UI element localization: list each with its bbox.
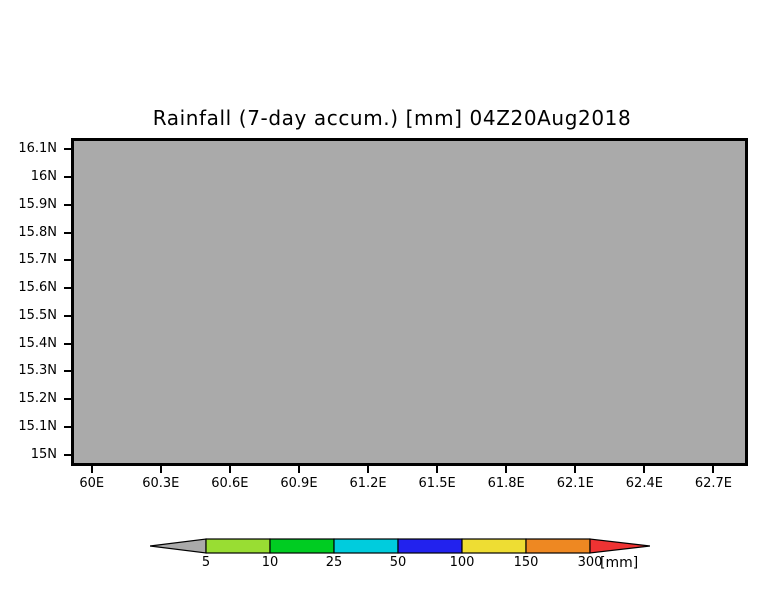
y-axis-tick-label: 15.1N — [18, 419, 57, 435]
y-axis-labels: 16.1N 16N 15.9N 15.8N 15.7N 15.6N 15.5N 15.4N 15… — [0, 138, 57, 466]
colorbar-segment — [205, 538, 271, 554]
y-axis-tick-label: 16.1N — [18, 141, 57, 157]
colorbar-tick-label: 10 — [261, 555, 279, 570]
x-axis-tick-label: 60.6E — [211, 476, 249, 491]
colorbar-under-arrow — [150, 538, 207, 554]
y-axis-tick-label: 15.4N — [18, 335, 57, 351]
colorbar-segment — [461, 538, 527, 554]
y-axis-tick-label: 15.5N — [18, 307, 57, 323]
x-axis-tick-mark — [712, 466, 715, 473]
colorbar-swatches — [150, 538, 650, 554]
colorbar-tick-label: 5 — [201, 555, 211, 570]
colorbar-segment — [269, 538, 335, 554]
x-axis-tick-label: 60.9E — [280, 476, 318, 491]
x-axis-tick-mark — [90, 466, 93, 473]
x-axis-tick-mark — [297, 466, 300, 473]
colorbar-units-label: [mm] — [600, 555, 639, 571]
x-axis-tick-label: 61.2E — [349, 476, 387, 491]
y-axis-tick-label: 15.7N — [18, 252, 57, 268]
colorbar-segment — [397, 538, 463, 554]
x-axis-tick-mark — [505, 466, 508, 473]
y-axis-tick-mark — [64, 453, 71, 456]
y-axis-tick-mark — [64, 203, 71, 206]
x-axis-labels: 60E 60.3E 60.6E 60.9E 61.2E 61.5E 61.8E 62.1E 62… — [71, 477, 748, 495]
y-axis-tick-mark — [64, 426, 71, 429]
x-axis-tick-mark — [159, 466, 162, 473]
y-axis-tick-label: 15.8N — [18, 224, 57, 240]
y-axis-tick-mark — [64, 259, 71, 262]
y-axis-tick-mark — [64, 398, 71, 401]
colorbar-tick-label: 50 — [389, 555, 407, 570]
map-data-canvas — [74, 141, 745, 463]
colorbar-tick-label: 300 — [577, 555, 603, 570]
x-axis-tick-mark — [574, 466, 577, 473]
colorbar-segment — [333, 538, 399, 554]
y-axis-ticks — [64, 138, 71, 466]
colorbar-segment — [525, 538, 591, 554]
x-axis-tick-mark — [367, 466, 370, 473]
colorbar-tick-label: 25 — [325, 555, 343, 570]
x-axis-tick-label: 61.8E — [487, 476, 525, 491]
y-axis-tick-label: 15.3N — [18, 363, 57, 379]
y-axis-tick-mark — [64, 342, 71, 345]
y-axis-tick-mark — [64, 175, 71, 178]
x-axis-tick-label: 61.5E — [418, 476, 456, 491]
y-axis-tick-mark — [64, 148, 71, 151]
x-axis-tick-mark — [643, 466, 646, 473]
colorbar-tick-label: 150 — [513, 555, 539, 570]
x-axis-tick-mark — [228, 466, 231, 473]
x-axis-tick-mark — [436, 466, 439, 473]
colorbar-tick-label: 100 — [449, 555, 475, 570]
x-axis-tick-label: 62.4E — [625, 476, 663, 491]
y-axis-tick-mark — [64, 314, 71, 317]
x-axis-tick-label: 62.1E — [556, 476, 594, 491]
x-axis-tick-label: 62.7E — [694, 476, 733, 491]
map-plot-area — [71, 138, 748, 466]
colorbar: [mm] 5 10 25 50 100 150 300 — [150, 536, 650, 580]
y-axis-tick-mark — [64, 231, 71, 234]
x-axis-ticks — [71, 466, 748, 474]
x-axis-tick-label: 60E — [79, 476, 105, 491]
y-axis-tick-label: 15.6N — [18, 280, 57, 296]
y-axis-tick-mark — [64, 370, 71, 373]
y-axis-tick-label: 15.2N — [18, 391, 57, 407]
y-axis-tick-label: 15.9N — [18, 196, 57, 212]
y-axis-tick-label: 16N — [30, 168, 57, 184]
page-title: Rainfall (7-day accum.) [mm] 04Z20Aug201… — [152, 106, 632, 130]
x-axis-tick-label: 60.3E — [142, 476, 180, 491]
y-axis-tick-mark — [64, 287, 71, 290]
colorbar-over-arrow — [589, 538, 650, 554]
y-axis-tick-label: 15N — [30, 446, 57, 462]
